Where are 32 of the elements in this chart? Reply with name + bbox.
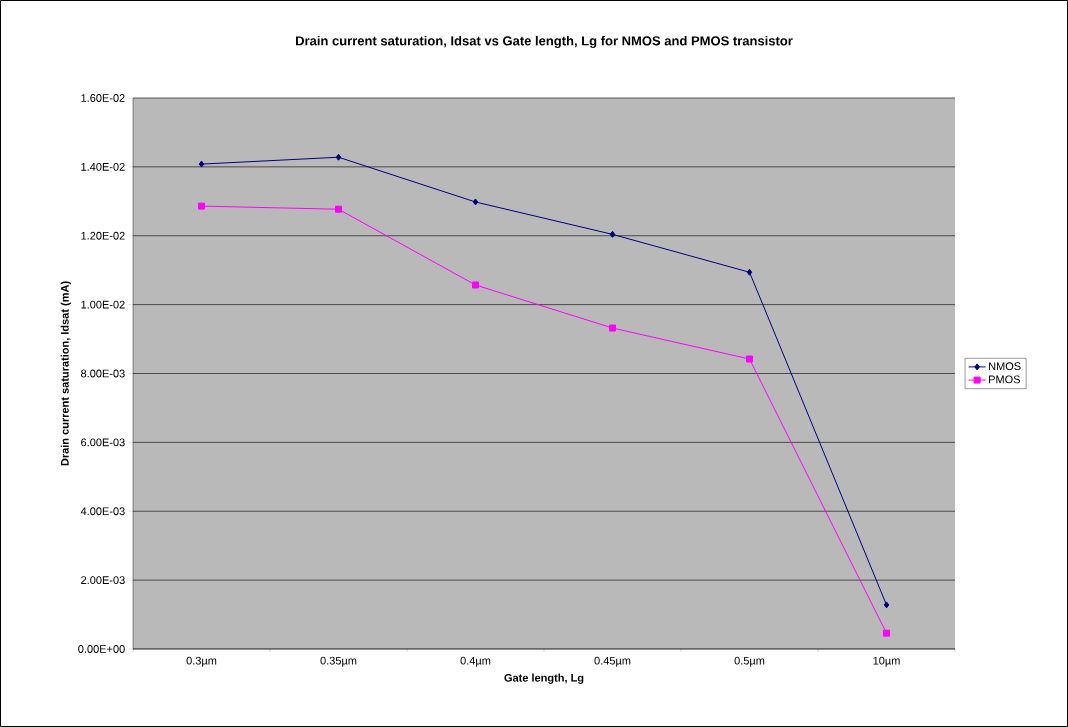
y-tick-label: 1.40E-02 [81,162,125,171]
point [335,153,342,161]
point [609,230,616,238]
point [746,268,753,276]
point [472,281,479,289]
legend-label: PMOS [989,375,1021,384]
x-tick-label: 10µm [873,656,900,667]
x-tick-label: 0.35µm [320,656,357,667]
chart-title: Drain current saturation, Idsat vs Gate length, Lg for NMOS and PMOS transistor [296,35,793,49]
x-tick-label: 0.4µm [460,656,491,667]
point [883,629,890,637]
y-tick-label: 8.00E-03 [81,369,125,378]
point [472,198,479,206]
point [883,601,890,609]
y-tick-label: 6.00E-03 [81,438,125,447]
point [746,355,753,363]
x-tick-label: 0.45µm [594,656,631,667]
y-tick-label: 1.60E-02 [81,94,125,102]
y-tick-label: 0.00E+00 [78,645,125,653]
y-axis-title: Drain current saturation, Idsat (mA) [60,281,71,466]
point [198,202,206,210]
legend-label: NMOS [989,362,1021,371]
y-tick-label: 1.20E-02 [81,231,125,240]
point [609,324,617,332]
x-tick-label: 0.3µm [186,656,217,667]
y-tick-label: 1.00E-02 [81,300,125,309]
x-axis-title: Gate length, Lg [504,673,584,684]
point [335,205,343,213]
point [198,160,205,168]
y-tick-label: 4.00E-03 [80,507,125,516]
y-tick-label: 2.00E-03 [81,576,125,585]
x-tick-label: 0.5µm [734,656,765,667]
